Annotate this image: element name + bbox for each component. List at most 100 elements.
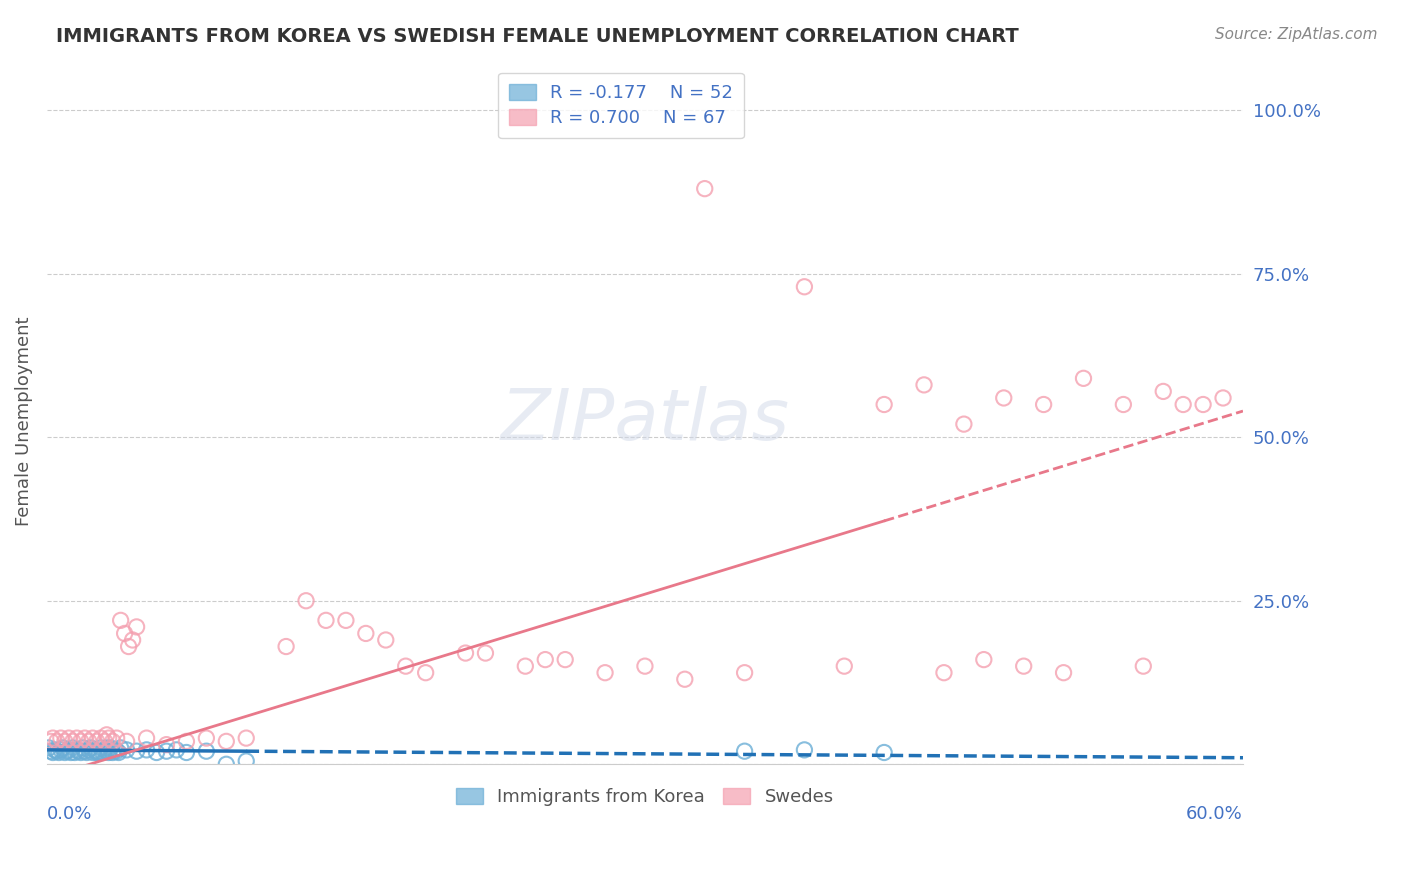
Point — [96, 740, 118, 755]
Point — [554, 652, 576, 666]
Point — [1052, 665, 1074, 680]
Text: Source: ZipAtlas.com: Source: ZipAtlas.com — [1215, 27, 1378, 42]
Point — [96, 728, 118, 742]
Point — [195, 731, 218, 745]
Text: ZIPatlas: ZIPatlas — [501, 386, 789, 455]
Point — [59, 746, 82, 760]
Point — [993, 391, 1015, 405]
Point — [315, 613, 337, 627]
Point — [93, 734, 115, 748]
Point — [82, 731, 104, 745]
Point — [395, 659, 418, 673]
Point — [93, 743, 115, 757]
Point — [1173, 397, 1195, 411]
Point — [593, 665, 616, 680]
Point — [634, 659, 657, 673]
Point — [39, 734, 62, 748]
Point — [235, 731, 257, 745]
Point — [100, 740, 122, 755]
Point — [101, 734, 124, 748]
Point — [72, 740, 94, 755]
Point — [932, 665, 955, 680]
Point — [62, 740, 84, 755]
Point — [166, 743, 188, 757]
Point — [76, 746, 98, 760]
Point — [52, 740, 75, 755]
Point — [56, 744, 79, 758]
Point — [110, 740, 132, 755]
Point — [101, 746, 124, 760]
Point — [215, 734, 238, 748]
Point — [1212, 391, 1234, 405]
Point — [734, 744, 756, 758]
Point — [374, 632, 396, 647]
Point — [515, 659, 537, 673]
Point — [86, 744, 108, 758]
Point — [121, 632, 143, 647]
Point — [66, 743, 89, 757]
Point — [48, 746, 70, 760]
Point — [176, 746, 198, 760]
Point — [1112, 397, 1135, 411]
Point — [39, 744, 62, 758]
Point — [87, 746, 110, 760]
Point — [474, 646, 496, 660]
Text: 0.0%: 0.0% — [46, 805, 93, 823]
Point — [38, 740, 60, 755]
Point — [873, 746, 896, 760]
Point — [693, 181, 716, 195]
Point — [49, 731, 72, 745]
Point — [135, 743, 157, 757]
Point — [114, 626, 136, 640]
Point — [86, 746, 108, 760]
Point — [107, 746, 129, 760]
Point — [235, 754, 257, 768]
Point — [58, 743, 80, 757]
Point — [1132, 659, 1154, 673]
Point — [176, 734, 198, 748]
Point — [97, 731, 120, 745]
Point — [90, 740, 112, 755]
Point — [125, 620, 148, 634]
Point — [115, 743, 138, 757]
Point — [42, 731, 65, 745]
Text: 60.0%: 60.0% — [1187, 805, 1243, 823]
Point — [44, 743, 66, 757]
Point — [82, 746, 104, 760]
Point — [135, 731, 157, 745]
Point — [42, 746, 65, 760]
Point — [1073, 371, 1095, 385]
Point — [125, 744, 148, 758]
Y-axis label: Female Unemployment: Female Unemployment — [15, 316, 32, 525]
Point — [195, 744, 218, 758]
Point — [73, 744, 96, 758]
Point — [49, 743, 72, 757]
Point — [58, 731, 80, 745]
Point — [86, 734, 108, 748]
Point — [415, 665, 437, 680]
Point — [734, 665, 756, 680]
Point — [274, 640, 297, 654]
Point — [80, 740, 103, 755]
Point — [793, 743, 815, 757]
Point — [90, 731, 112, 745]
Point — [45, 734, 67, 748]
Point — [110, 613, 132, 627]
Point — [155, 738, 177, 752]
Point — [115, 734, 138, 748]
Point — [45, 744, 67, 758]
Point — [1192, 397, 1215, 411]
Point — [454, 646, 477, 660]
Point — [97, 746, 120, 760]
Point — [155, 744, 177, 758]
Point — [673, 672, 696, 686]
Point — [145, 746, 167, 760]
Point — [1012, 659, 1035, 673]
Point — [1152, 384, 1174, 399]
Point — [912, 377, 935, 392]
Point — [83, 743, 105, 757]
Point — [77, 743, 100, 757]
Point — [66, 731, 89, 745]
Point — [69, 734, 91, 748]
Point — [69, 746, 91, 760]
